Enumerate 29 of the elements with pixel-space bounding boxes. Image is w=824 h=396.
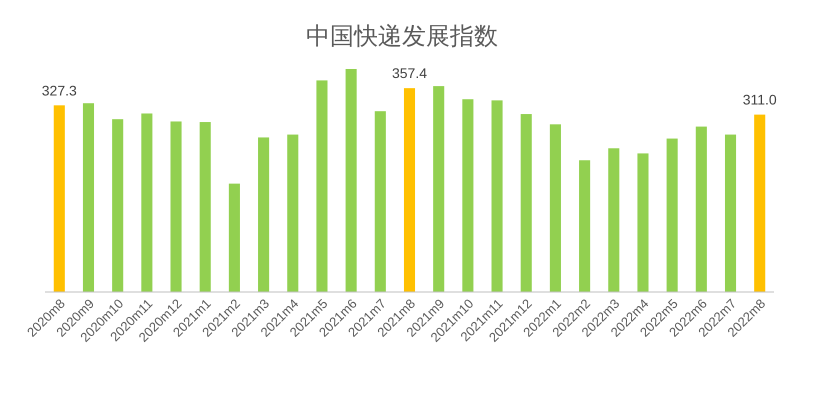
- bar: [754, 114, 766, 292]
- bar: [462, 99, 474, 292]
- bar: [666, 138, 678, 292]
- bar: [316, 80, 328, 292]
- bar: [141, 113, 152, 292]
- bar: [579, 160, 590, 292]
- bar: [433, 86, 444, 292]
- bar: [82, 103, 94, 292]
- bar: [696, 126, 707, 292]
- bar: [258, 137, 270, 292]
- bar: [346, 68, 357, 292]
- bar: [228, 184, 240, 292]
- bar: [112, 119, 124, 292]
- bar: [170, 121, 182, 292]
- bar: [724, 134, 736, 292]
- bar: [54, 105, 65, 292]
- chart-title: 中国快递发展指数: [306, 22, 498, 50]
- bar: [374, 111, 386, 292]
- bar: [550, 124, 561, 292]
- bar: [492, 100, 503, 292]
- bar: [200, 122, 211, 292]
- bar: [287, 134, 298, 292]
- bar: [608, 148, 620, 292]
- data-label: 327.3: [42, 82, 78, 98]
- data-label: 311.0: [742, 92, 777, 108]
- bar: [520, 114, 532, 292]
- bar: [637, 153, 649, 292]
- data-label: 357.4: [392, 65, 428, 82]
- bar: [404, 88, 416, 292]
